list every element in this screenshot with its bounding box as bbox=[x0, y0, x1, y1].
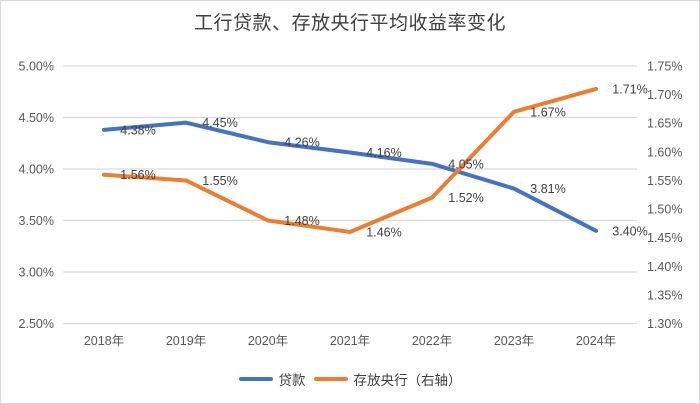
chart-title: 工行贷款、存放央行平均收益率变化 bbox=[193, 13, 506, 34]
legend-item-loans: 贷款 bbox=[238, 369, 306, 389]
loans-series-line bbox=[102, 120, 598, 233]
chart-legend: 贷款 存放央行（右轴） bbox=[1, 368, 699, 390]
legend-marker-central-bank-deposits bbox=[313, 377, 348, 381]
loans-data-label: 4.45% bbox=[202, 116, 237, 130]
x-axis-tick-label: 2023年 bbox=[494, 334, 534, 348]
x-axis-tick-label: 2020年 bbox=[248, 334, 288, 348]
y-axis-right-tick-label: 1.35% bbox=[647, 288, 682, 302]
legend-marker-loans bbox=[238, 377, 273, 381]
y-axis-right-tick-label: 1.50% bbox=[647, 203, 682, 217]
central-bank-deposits-data-label: 1.67% bbox=[530, 105, 565, 119]
loans-data-label: 4.26% bbox=[284, 136, 319, 150]
y-axis-right-tick-label: 1.40% bbox=[647, 260, 682, 274]
central-bank-deposits-data-label: 1.55% bbox=[202, 174, 237, 188]
x-axis-tick-label: 2018年 bbox=[84, 334, 124, 348]
loans-data-label: 4.05% bbox=[448, 157, 483, 171]
legend-label-loans: 贷款 bbox=[278, 373, 306, 388]
central-bank-deposits-data-label: 1.48% bbox=[284, 214, 319, 228]
y-axis-right-tick-label: 1.55% bbox=[647, 174, 682, 188]
y-axis-right-tick-label: 1.70% bbox=[647, 88, 682, 102]
legend-label-central-bank-deposits: 存放央行（右轴） bbox=[353, 373, 462, 388]
central-bank-deposits-series-line bbox=[102, 86, 598, 234]
x-axis-tick-label: 2019年 bbox=[166, 334, 206, 348]
legend-item-central-bank-deposits: 存放央行（右轴） bbox=[313, 369, 462, 389]
central-bank-deposits-data-label: 1.46% bbox=[366, 225, 401, 239]
y-axis-left-tick-label: 5.00% bbox=[19, 60, 54, 74]
central-bank-deposits-data-label: 1.56% bbox=[120, 168, 155, 182]
y-axis-right-tick-label: 1.60% bbox=[647, 145, 682, 159]
y-axis-right-tick-label: 1.45% bbox=[647, 231, 682, 245]
y-axis-left-tick-label: 4.00% bbox=[19, 163, 54, 177]
x-axis-tick-label: 2024年 bbox=[576, 334, 616, 348]
central-bank-deposits-data-label: 1.52% bbox=[448, 191, 483, 205]
y-axis-left-tick-label: 3.00% bbox=[19, 266, 54, 280]
y-axis-left-tick-label: 3.50% bbox=[19, 214, 54, 228]
y-axis-right-tick-label: 1.30% bbox=[647, 317, 682, 331]
y-axis-left-tick-label: 4.50% bbox=[19, 111, 54, 125]
loans-data-label: 3.40% bbox=[612, 224, 647, 238]
loans-data-label: 3.81% bbox=[530, 182, 565, 196]
loans-data-label: 4.38% bbox=[120, 123, 155, 137]
x-axis-tick-label: 2022年 bbox=[412, 334, 452, 348]
y-axis-right-tick-label: 1.65% bbox=[647, 117, 682, 131]
y-axis-right-tick-label: 1.75% bbox=[647, 60, 682, 74]
loans-data-label: 4.16% bbox=[366, 146, 401, 160]
y-axis-left-tick-label: 2.50% bbox=[19, 317, 54, 331]
x-axis-tick-label: 2021年 bbox=[330, 334, 370, 348]
central-bank-deposits-data-label: 1.71% bbox=[612, 82, 647, 96]
